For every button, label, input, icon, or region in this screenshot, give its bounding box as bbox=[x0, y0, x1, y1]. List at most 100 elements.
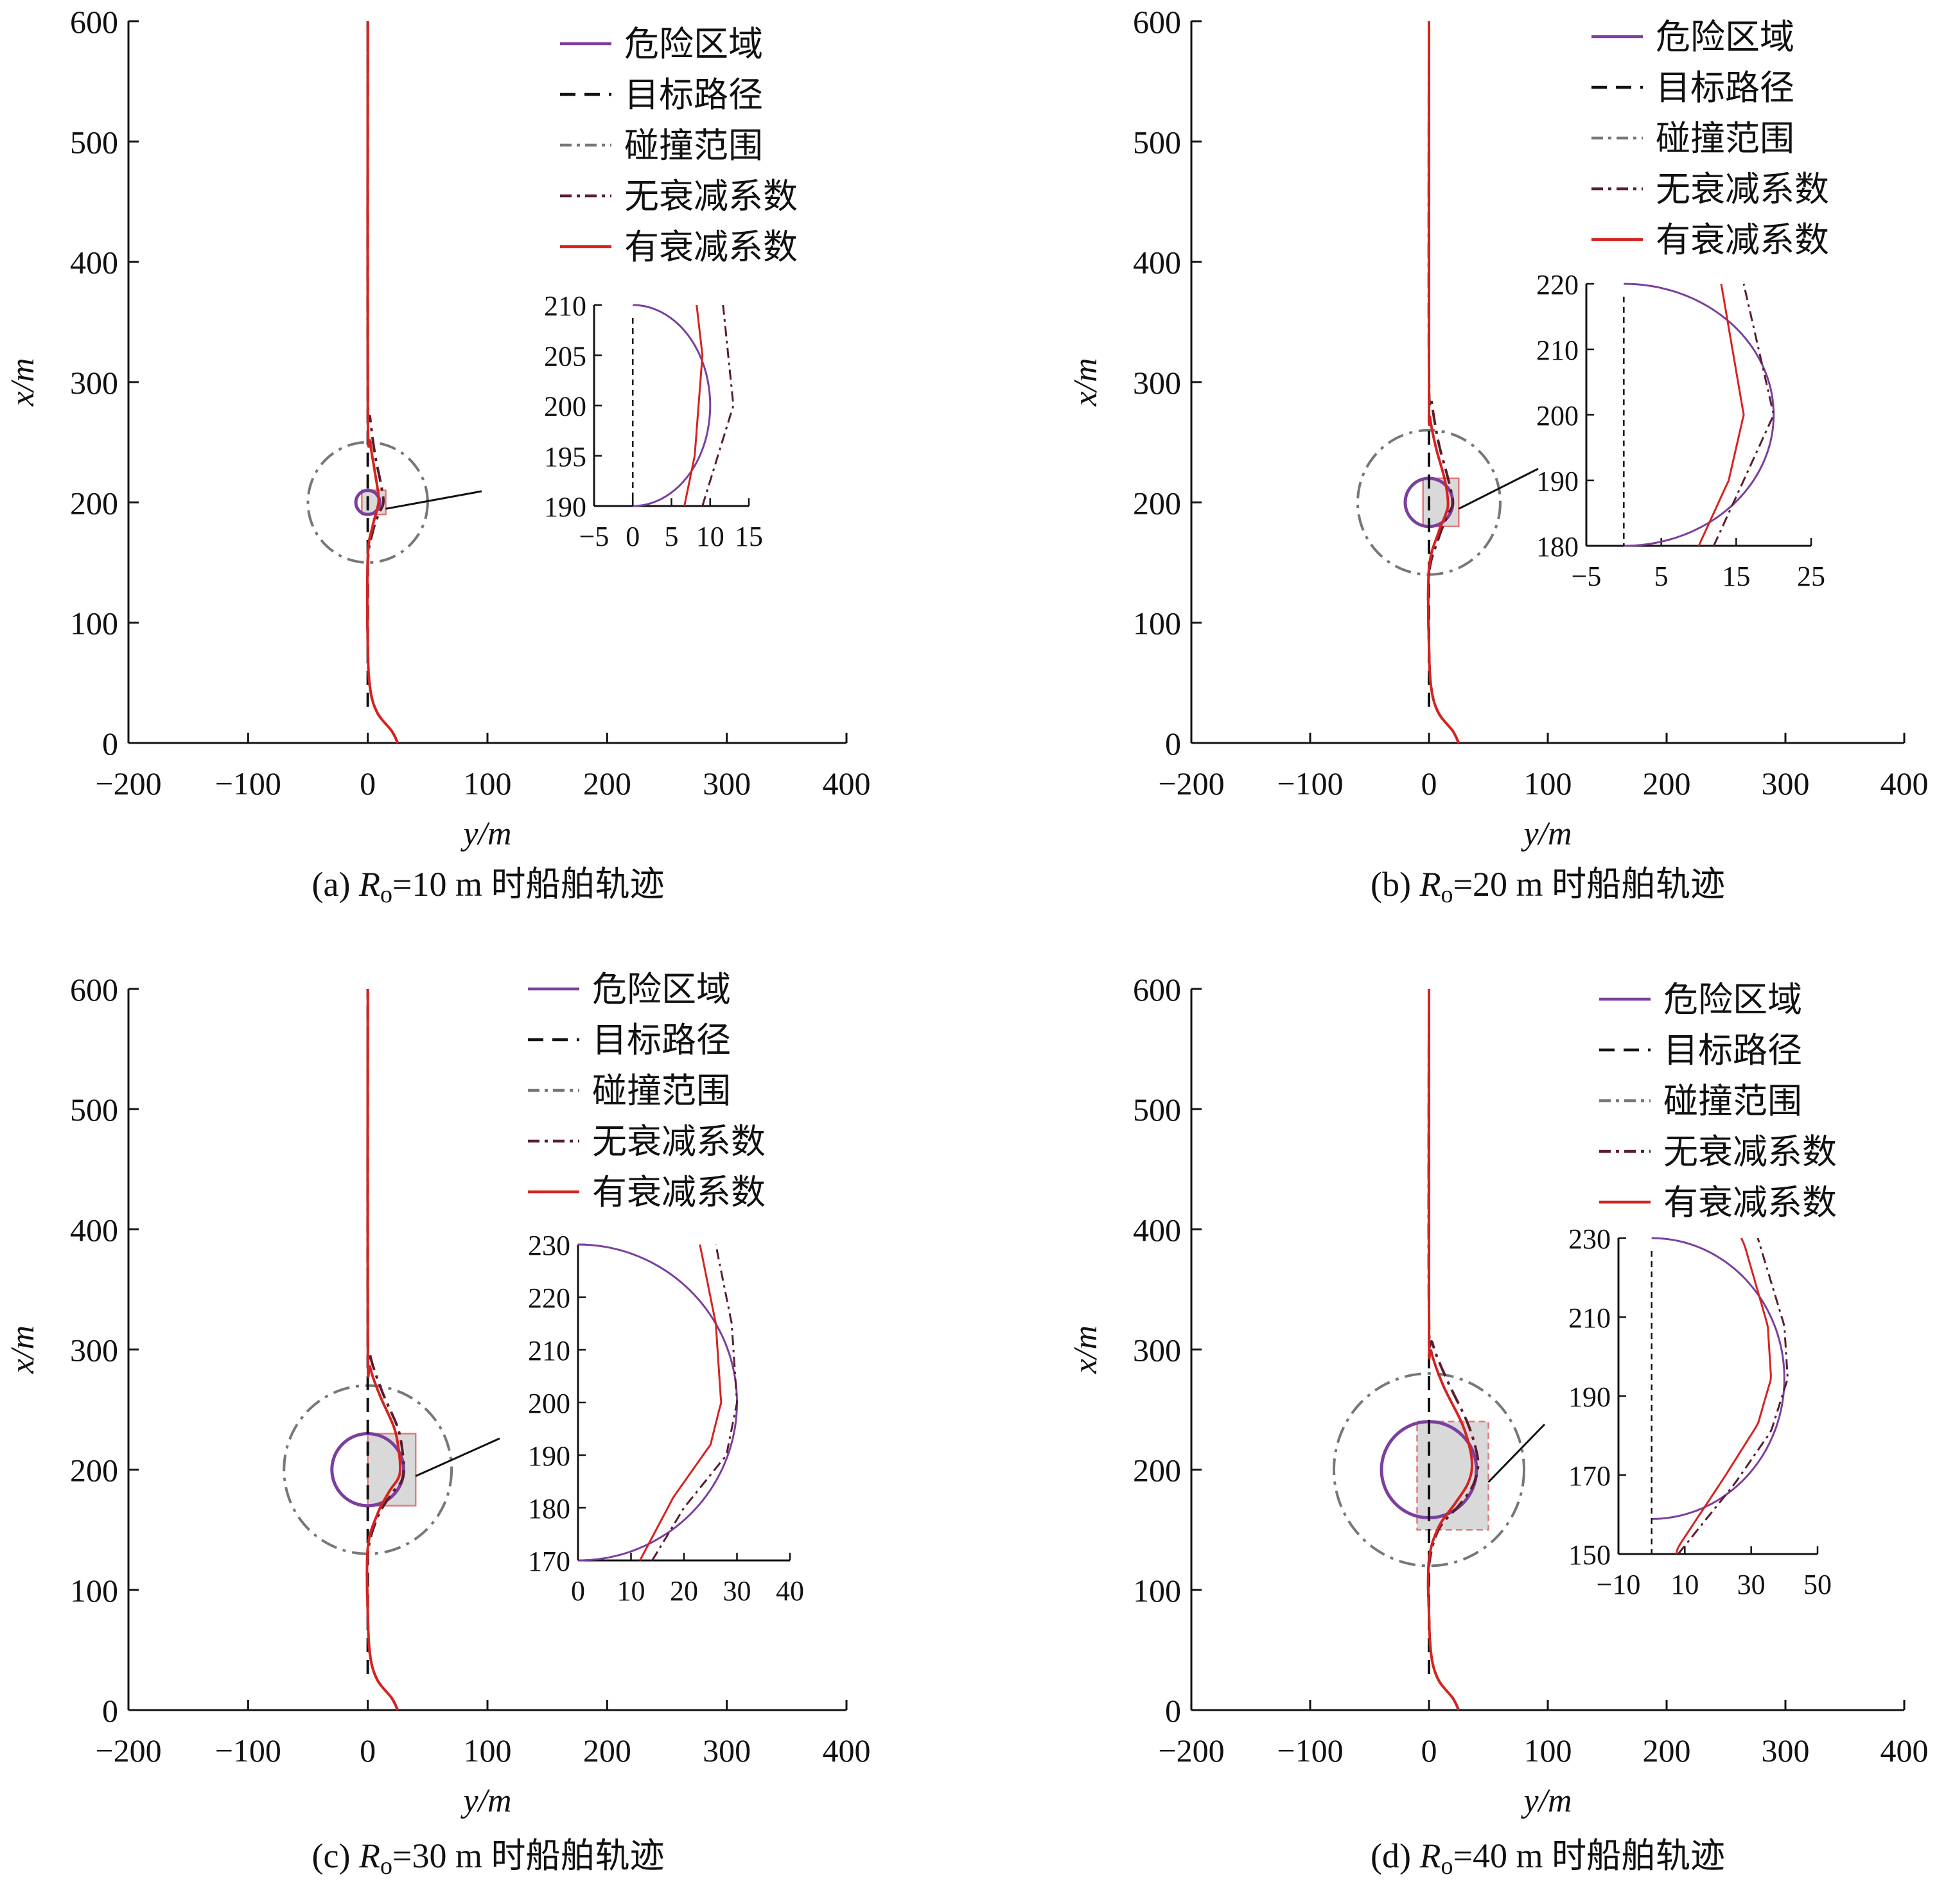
zoom-leader-line bbox=[415, 1437, 500, 1478]
no-decay-trajectory bbox=[1426, 21, 1460, 744]
x-tick-label: −200 bbox=[95, 1733, 161, 1769]
panel-c: −200 −100 0 100 200 300 4000100200300400500600… bbox=[4, 969, 871, 1880]
y-axis-label: x/m bbox=[1067, 1325, 1104, 1374]
inset-x-tick-label: 5 bbox=[665, 521, 679, 552]
y-tick-label: 0 bbox=[102, 726, 118, 762]
inset-danger-zone-arc bbox=[633, 304, 712, 507]
inset-y-tick-label: 180 bbox=[1536, 531, 1579, 563]
panel-caption: (b) Ro=20 m 时船舶轨迹 bbox=[1371, 865, 1725, 908]
caption-symbol: R bbox=[1419, 1837, 1441, 1875]
legend-label: 碰撞范围 bbox=[592, 1070, 731, 1111]
caption-equals: = bbox=[392, 1837, 412, 1875]
y-tick-label: 0 bbox=[102, 1693, 118, 1729]
legend-label: 有衰减系数 bbox=[592, 1172, 766, 1212]
legend-label: 目标路径 bbox=[1663, 1030, 1802, 1070]
inset-no-decay-trajectory bbox=[651, 1244, 739, 1561]
y-tick-label: 500 bbox=[70, 1092, 118, 1128]
inset-x-tick-label: 10 bbox=[1670, 1569, 1699, 1600]
y-tick-label: 500 bbox=[1133, 1092, 1181, 1128]
inset-x-tick-label: 25 bbox=[1797, 561, 1825, 592]
y-tick-label: 500 bbox=[1133, 124, 1181, 160]
inset-no-decay-trajectory bbox=[701, 304, 735, 507]
inset-y-tick-label: 210 bbox=[1536, 335, 1579, 366]
panel-caption: (d) Ro=40 m 时船舶轨迹 bbox=[1371, 1837, 1725, 1880]
caption-symbol: R bbox=[358, 1837, 380, 1875]
y-axis-label: x/m bbox=[4, 1325, 41, 1374]
legend-label: 碰撞范围 bbox=[624, 125, 763, 166]
inset-y-tick-label: 190 bbox=[1568, 1381, 1611, 1413]
with-decay-trajectory bbox=[365, 21, 399, 744]
x-tick-label: −200 bbox=[95, 765, 161, 801]
caption-prefix: (c) bbox=[312, 1837, 359, 1875]
caption-suffix: m 时船舶轨迹 bbox=[446, 1837, 664, 1875]
x-tick-label: 300 bbox=[1762, 765, 1810, 801]
y-tick-label: 400 bbox=[1133, 245, 1181, 281]
inset-x-tick-label: 15 bbox=[1722, 561, 1750, 592]
y-tick-label: 0 bbox=[1165, 1693, 1181, 1729]
inset-y-tick-label: 190 bbox=[544, 491, 586, 523]
x-tick-label: −100 bbox=[1277, 1733, 1343, 1769]
inset-y-tick-label: 170 bbox=[1568, 1460, 1611, 1492]
inset-y-tick-label: 210 bbox=[1568, 1302, 1611, 1334]
caption-subscript: o bbox=[1441, 1853, 1453, 1880]
y-tick-label: 200 bbox=[70, 485, 118, 521]
inset-danger-zone-arc bbox=[577, 1243, 739, 1562]
inset-y-tick-label: 200 bbox=[528, 1388, 570, 1419]
x-tick-label: 100 bbox=[1524, 765, 1572, 801]
collision-range-circle bbox=[1333, 1372, 1525, 1568]
inset-with-decay-trajectory bbox=[1697, 283, 1745, 546]
x-tick-label: 100 bbox=[464, 765, 512, 801]
y-tick-label: 0 bbox=[1165, 726, 1181, 762]
y-tick-label: 300 bbox=[1133, 1332, 1181, 1368]
inset-y-tick-label: 230 bbox=[528, 1230, 570, 1261]
x-tick-label: 100 bbox=[1524, 1733, 1572, 1769]
y-tick-label: 600 bbox=[70, 4, 118, 40]
x-tick-label: 0 bbox=[1421, 765, 1437, 801]
x-tick-label: 400 bbox=[823, 1733, 871, 1769]
inset-y-tick-label: 170 bbox=[528, 1546, 570, 1577]
y-tick-label: 300 bbox=[70, 1332, 118, 1368]
inset-y-tick-label: 190 bbox=[1536, 466, 1579, 497]
x-tick-label: −100 bbox=[215, 765, 281, 801]
panel-b: −200 −100 0 100 200 300 400 0 100 200 300 400 500 600… bbox=[1067, 4, 1929, 908]
legend-label: 目标路径 bbox=[624, 74, 763, 115]
caption-symbol: R bbox=[358, 865, 380, 904]
inset-x-tick-label: 0 bbox=[626, 521, 640, 552]
legend-label: 目标路径 bbox=[1656, 67, 1794, 108]
y-tick-label: 300 bbox=[1133, 365, 1181, 401]
inset-x-tick-label: 10 bbox=[617, 1575, 645, 1607]
inset-no-decay-trajectory bbox=[1712, 283, 1775, 546]
x-tick-label: −200 bbox=[1158, 765, 1224, 801]
y-tick-label: 100 bbox=[70, 1573, 118, 1609]
zoom-leader-line bbox=[385, 490, 482, 510]
x-tick-label: 400 bbox=[823, 765, 871, 801]
x-tick-label: 100 bbox=[464, 1733, 512, 1769]
inset-x-tick-label: −5 bbox=[579, 521, 609, 552]
inset-plot: −5 0 5 10 15 190 195 200 205 210 bbox=[544, 290, 763, 552]
collision-range-circle bbox=[306, 441, 429, 564]
legend-label: 危险区域 bbox=[1663, 979, 1802, 1020]
caption-suffix: m 时船舶轨迹 bbox=[446, 865, 664, 904]
caption-subscript: o bbox=[380, 881, 392, 908]
no-decay-trajectory bbox=[365, 21, 399, 744]
y-tick-label: 200 bbox=[1133, 485, 1181, 521]
y-tick-label: 100 bbox=[1133, 606, 1181, 642]
inset-x-tick-label: 5 bbox=[1654, 561, 1669, 592]
with-decay-trajectory bbox=[1426, 988, 1474, 1711]
inset-no-decay-trajectory bbox=[1677, 1237, 1789, 1555]
x-tick-label: 300 bbox=[1762, 1733, 1810, 1769]
zoom-leader-line bbox=[1487, 1423, 1546, 1483]
caption-equals: = bbox=[392, 865, 412, 904]
inset-with-decay-trajectory bbox=[639, 1244, 723, 1561]
caption-suffix: m 时船舶轨迹 bbox=[1507, 865, 1725, 904]
legend-label: 碰撞范围 bbox=[1663, 1081, 1802, 1121]
inset-x-tick-label: −5 bbox=[1572, 561, 1602, 592]
legend-label: 危险区域 bbox=[1656, 17, 1794, 57]
x-axis-label: y/m bbox=[460, 816, 511, 852]
legend-label: 无衰减系数 bbox=[1656, 169, 1829, 209]
x-tick-label: 200 bbox=[583, 1733, 631, 1769]
y-tick-label: 100 bbox=[70, 606, 118, 642]
